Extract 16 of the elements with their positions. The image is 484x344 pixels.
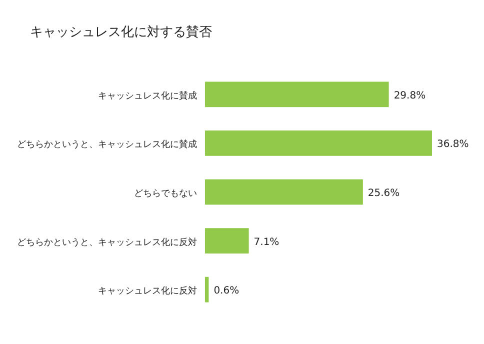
data-label: 7.1%: [254, 236, 280, 248]
bar: [205, 179, 363, 205]
y-tick-label: キャッシュレス化に反対: [98, 286, 197, 297]
bar: [205, 228, 249, 254]
bar: [205, 130, 432, 156]
bar: [205, 82, 389, 108]
y-tick-label: どちらかというと、キャッシュレス化に賛成: [17, 139, 197, 150]
data-label: 29.8%: [394, 90, 426, 102]
y-tick-label: どちらかというと、キャッシュレス化に反対: [17, 236, 197, 248]
data-label: 25.6%: [368, 188, 400, 199]
data-label: 36.8%: [437, 139, 469, 150]
y-tick-label: キャッシュレス化に賛成: [98, 90, 197, 102]
data-label: 0.6%: [214, 286, 240, 297]
chart-title: キャッシュレス化に対する賛否: [30, 24, 212, 40]
bar: [205, 276, 209, 302]
y-tick-label: どちらでもない: [134, 189, 197, 199]
